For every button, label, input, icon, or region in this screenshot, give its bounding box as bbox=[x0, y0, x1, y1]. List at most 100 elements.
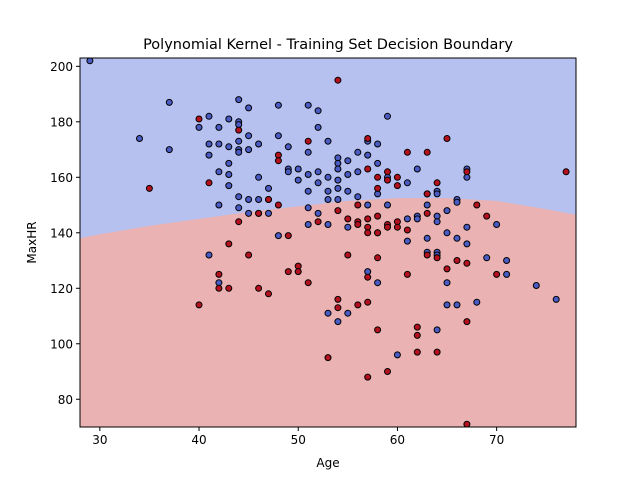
plot-area bbox=[80, 58, 576, 427]
x-tick-label: 60 bbox=[390, 433, 405, 447]
data-point-class-1 bbox=[215, 270, 223, 278]
data-point-class-1 bbox=[195, 115, 203, 123]
data-point-class-0 bbox=[403, 215, 411, 223]
data-point-class-0 bbox=[503, 257, 511, 264]
data-point-class-0 bbox=[334, 184, 342, 192]
data-point-class-0 bbox=[334, 176, 342, 184]
data-point-class-0 bbox=[215, 201, 223, 209]
data-point-class-0 bbox=[384, 112, 391, 120]
data-point-class-0 bbox=[423, 201, 431, 209]
data-point-class-0 bbox=[334, 318, 342, 326]
data-point-class-1 bbox=[314, 218, 322, 226]
data-point-class-0 bbox=[463, 240, 471, 248]
data-point-class-1 bbox=[334, 295, 342, 303]
scatter-points bbox=[86, 58, 570, 427]
data-point-class-0 bbox=[195, 123, 203, 131]
data-point-class-1 bbox=[384, 176, 391, 184]
data-point-class-0 bbox=[324, 196, 332, 203]
data-point-class-0 bbox=[304, 148, 312, 156]
data-point-class-1 bbox=[374, 212, 382, 220]
data-point-class-1 bbox=[423, 190, 431, 198]
chart-title: Polynomial Kernel - Training Set Decisio… bbox=[143, 37, 513, 53]
data-point-class-1 bbox=[384, 368, 391, 375]
data-point-class-0 bbox=[235, 96, 243, 104]
data-point-class-1 bbox=[463, 168, 471, 176]
data-point-class-0 bbox=[403, 237, 411, 245]
data-point-class-0 bbox=[453, 301, 461, 309]
data-point-class-1 bbox=[463, 259, 471, 267]
data-point-class-0 bbox=[324, 309, 332, 317]
y-tick-label: 100 bbox=[50, 337, 73, 351]
data-point-class-0 bbox=[483, 254, 491, 262]
data-point-class-1 bbox=[403, 270, 411, 278]
y-tick-label: 140 bbox=[50, 226, 73, 240]
data-point-class-1 bbox=[463, 420, 471, 427]
data-point-class-1 bbox=[364, 298, 372, 306]
data-point-class-0 bbox=[235, 148, 243, 156]
data-point-class-0 bbox=[245, 209, 253, 217]
data-point-class-1 bbox=[364, 373, 372, 381]
data-point-class-0 bbox=[393, 351, 401, 359]
data-point-class-1 bbox=[433, 254, 441, 262]
data-point-class-0 bbox=[314, 179, 322, 187]
data-point-class-0 bbox=[304, 171, 312, 178]
data-point-class-0 bbox=[532, 282, 540, 289]
data-point-class-1 bbox=[324, 354, 332, 362]
data-point-class-0 bbox=[493, 221, 501, 228]
data-point-class-1 bbox=[443, 265, 451, 273]
data-point-class-0 bbox=[235, 193, 243, 201]
data-point-class-0 bbox=[136, 135, 143, 142]
data-point-class-0 bbox=[165, 146, 173, 154]
data-point-class-1 bbox=[393, 173, 401, 181]
plot-frame bbox=[79, 57, 577, 428]
x-axis: 30 40 50 60 70 bbox=[92, 427, 504, 447]
data-point-class-1 bbox=[235, 218, 243, 226]
data-point-class-1 bbox=[145, 184, 153, 192]
data-point-class-0 bbox=[453, 234, 461, 242]
data-point-class-0 bbox=[205, 251, 213, 259]
data-point-class-0 bbox=[215, 123, 223, 131]
data-point-class-0 bbox=[274, 232, 282, 240]
data-point-class-0 bbox=[374, 140, 382, 148]
x-tick-label: 40 bbox=[191, 433, 206, 447]
data-point-class-1 bbox=[423, 148, 431, 156]
y-tick-label: 80 bbox=[58, 393, 73, 407]
data-point-class-1 bbox=[423, 251, 431, 259]
data-point-class-1 bbox=[245, 251, 253, 259]
data-point-class-0 bbox=[205, 140, 213, 148]
data-point-class-0 bbox=[245, 196, 253, 203]
data-point-class-1 bbox=[562, 168, 570, 176]
data-point-class-1 bbox=[225, 240, 233, 248]
data-point-class-0 bbox=[205, 112, 213, 120]
data-point-class-1 bbox=[364, 229, 372, 237]
data-point-class-0 bbox=[215, 140, 223, 148]
data-point-class-0 bbox=[255, 173, 263, 181]
data-point-class-0 bbox=[274, 101, 282, 109]
data-point-class-0 bbox=[354, 168, 362, 176]
data-point-class-0 bbox=[552, 295, 560, 303]
data-point-class-0 bbox=[443, 207, 451, 215]
data-point-class-1 bbox=[443, 135, 451, 142]
data-point-class-1 bbox=[413, 331, 421, 339]
data-point-class-0 bbox=[225, 115, 233, 123]
data-point-class-0 bbox=[225, 143, 233, 151]
data-point-class-1 bbox=[403, 226, 411, 234]
data-point-class-0 bbox=[245, 146, 253, 154]
data-point-class-1 bbox=[265, 290, 272, 298]
data-point-class-1 bbox=[255, 284, 263, 292]
data-point-class-1 bbox=[195, 301, 203, 309]
data-point-class-0 bbox=[314, 168, 322, 176]
y-tick-label: 120 bbox=[50, 282, 73, 296]
data-point-class-1 bbox=[354, 301, 362, 309]
data-point-class-0 bbox=[443, 229, 451, 237]
data-point-class-0 bbox=[324, 173, 332, 181]
data-point-class-1 bbox=[423, 209, 431, 217]
data-point-class-0 bbox=[364, 151, 372, 159]
data-point-class-1 bbox=[384, 168, 391, 176]
x-axis-label: Age bbox=[316, 456, 339, 470]
data-point-class-0 bbox=[225, 182, 233, 190]
data-point-class-1 bbox=[364, 273, 372, 281]
data-point-class-1 bbox=[453, 257, 461, 264]
data-point-class-1 bbox=[374, 229, 382, 237]
data-point-class-1 bbox=[403, 148, 411, 156]
